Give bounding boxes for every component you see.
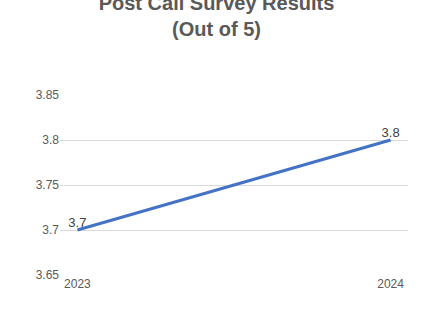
svg-text:3.8: 3.8 [42,133,59,147]
svg-text:3.85: 3.85 [36,88,60,102]
svg-text:3.65: 3.65 [36,268,60,282]
svg-text:3.75: 3.75 [36,178,60,192]
svg-text:2024: 2024 [377,277,404,291]
svg-text:2023: 2023 [64,277,91,291]
svg-text:3.8: 3.8 [382,125,400,140]
svg-text:3.7: 3.7 [68,215,86,230]
svg-text:3.7: 3.7 [42,223,59,237]
svg-text:Post Call Survey Results(Out o: Post Call Survey Results(Out of 5) [99,0,335,40]
